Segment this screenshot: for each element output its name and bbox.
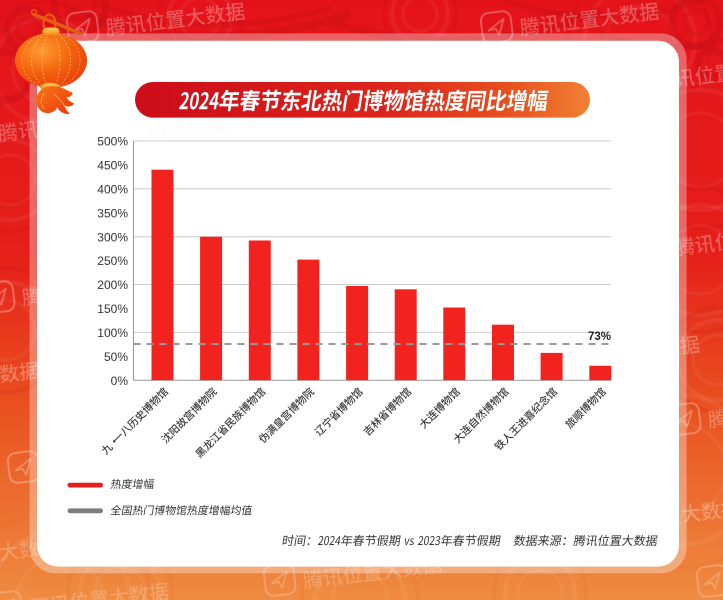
svg-text:0%: 0% [111,374,129,388]
svg-text:350%: 350% [97,206,128,220]
svg-text:300%: 300% [97,230,128,244]
svg-text:200%: 200% [97,278,128,292]
svg-text:100%: 100% [97,326,128,340]
svg-text:500%: 500% [97,135,128,149]
svg-text:450%: 450% [97,159,128,173]
svg-text:400%: 400% [97,182,128,196]
svg-text:150%: 150% [97,302,128,316]
svg-text:50%: 50% [104,350,128,364]
svg-text:73%: 73% [588,331,611,343]
svg-text:250%: 250% [97,254,128,268]
